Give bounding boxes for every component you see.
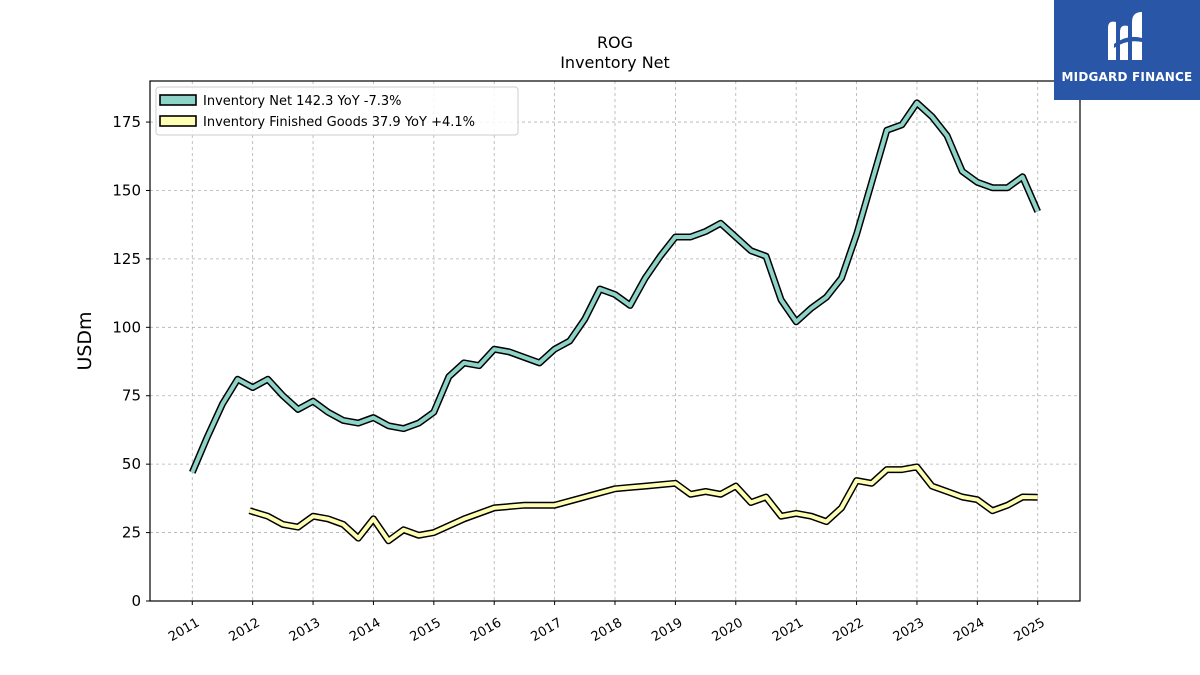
logo-text: MIDGARD FINANCE — [1061, 70, 1193, 84]
x-tick-label: 2011 — [166, 615, 202, 645]
x-tick-label: 2019 — [649, 615, 685, 645]
y-tick-label: 0 — [131, 592, 141, 610]
x-tick-label: 2015 — [408, 615, 444, 645]
y-tick-label: 150 — [112, 181, 141, 199]
x-tick-label: 2025 — [1012, 615, 1048, 645]
legend-swatch-1 — [159, 115, 197, 127]
chart-title: ROG — [597, 33, 633, 52]
series-line-outline-1 — [248, 463, 1038, 545]
legend-label-0: Inventory Net 142.3 YoY -7.3% — [203, 94, 402, 109]
x-tick-label: 2018 — [589, 615, 625, 645]
x-tick-label: 2014 — [347, 615, 383, 645]
y-axis-label: USDm — [74, 311, 96, 370]
series-line-1 — [249, 464, 1038, 543]
y-tick-label: 25 — [122, 524, 141, 542]
series-line-0 — [190, 100, 1040, 474]
x-tick-label: 2017 — [528, 615, 564, 645]
y-tick-label: 50 — [122, 455, 141, 473]
grid — [150, 81, 1080, 601]
legend-label-1: Inventory Finished Goods 37.9 YoY +4.1% — [203, 115, 475, 130]
x-tick-label: 2012 — [227, 615, 263, 645]
axis-ticks: 0 25 50 75 100 125 150 175 2011 2012 2013 2014 2015 2… — [112, 113, 1047, 645]
x-tick-label: 2016 — [468, 615, 504, 645]
chart-subtitle: Inventory Net — [560, 53, 670, 72]
midgard-finance-logo: MIDGARD FINANCE — [1054, 0, 1200, 100]
x-tick-label: 2022 — [830, 615, 866, 645]
legend-swatch-0 — [159, 94, 197, 106]
y-tick-label: 125 — [112, 250, 141, 268]
x-tick-label: 2021 — [770, 615, 806, 645]
x-tick-label: 2024 — [951, 615, 987, 645]
x-tick-label: 2023 — [891, 615, 927, 645]
y-tick-label: 75 — [122, 387, 141, 405]
y-tick-label: 175 — [112, 113, 141, 131]
legend-box — [155, 86, 519, 136]
legend: Inventory Net 142.3 YoY -7.3% Inventory F… — [155, 86, 519, 136]
x-tick-label: 2020 — [710, 615, 746, 645]
midgard-logo-icon — [1108, 12, 1142, 61]
y-tick-label: 100 — [112, 318, 141, 336]
x-tick-label: 2013 — [287, 615, 323, 645]
series-lines — [189, 99, 1041, 545]
